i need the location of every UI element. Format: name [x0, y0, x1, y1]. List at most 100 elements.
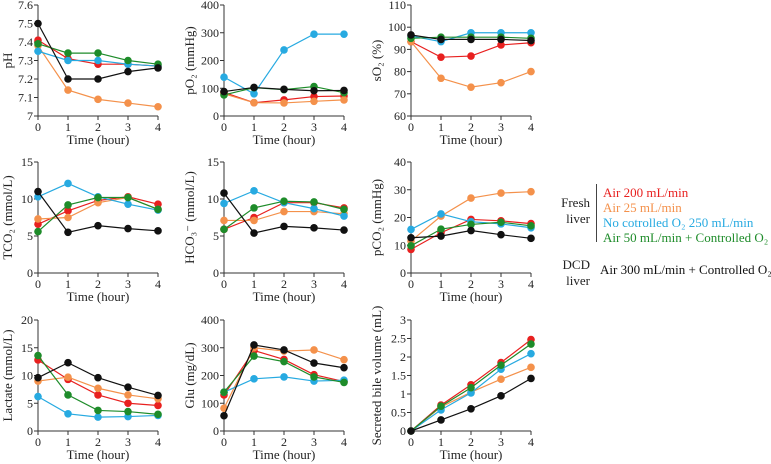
- x-tick-label: 0: [35, 120, 41, 134]
- y-tick-label: 0: [213, 424, 219, 438]
- data-point: [124, 56, 132, 65]
- data-point: [340, 355, 348, 364]
- data-point: [340, 212, 348, 220]
- y-tick-label: 10: [207, 192, 219, 206]
- x-tick-label: 4: [528, 277, 534, 291]
- series-line: [410, 366, 532, 432]
- data-point: [250, 229, 258, 237]
- y-axis-label: Lactate (mmol/L): [0, 329, 15, 421]
- data-point: [154, 205, 162, 214]
- panel-pco2: 0 10 20 30 40 0 1 2 3 4 Time (hour) pCO₂ (mmHg): [369, 155, 535, 304]
- x-tick-label: 4: [155, 277, 161, 291]
- y-tick-label: 0: [400, 266, 406, 280]
- legend-group-dcd-liver: DCD liver: [562, 257, 590, 288]
- data-point: [340, 363, 348, 372]
- legend-group-fresh-liver: Fresh liver: [561, 195, 590, 226]
- data-point: [34, 373, 42, 382]
- data-point: [94, 373, 102, 382]
- x-tick-label: 3: [498, 277, 504, 291]
- y-tick-label: 1.5: [391, 369, 406, 383]
- data-point: [467, 405, 475, 413]
- data-point: [94, 56, 102, 65]
- data-point: [467, 194, 475, 202]
- data-point: [64, 358, 72, 367]
- data-point: [94, 75, 102, 83]
- y-tick-label: 40: [394, 155, 406, 169]
- data-point: [437, 225, 445, 233]
- data-point: [124, 200, 132, 208]
- data-point: [124, 391, 132, 399]
- data-point: [527, 222, 535, 230]
- y-tick-label: 10: [21, 192, 33, 206]
- data-point: [310, 224, 318, 232]
- data-point: [64, 75, 72, 83]
- data-point: [407, 427, 415, 435]
- data-point: [220, 73, 228, 81]
- data-point: [310, 346, 318, 354]
- panel-bile: 0 0.5 1 1.5 2 2.5 3 0 1 2 3 4 Time (hour) Secreted bi…: [369, 306, 535, 462]
- x-tick-label: 0: [221, 120, 227, 134]
- x-tick-label: 0: [408, 120, 414, 134]
- y-tick-label: 0: [213, 266, 219, 280]
- y-tick-label: 7.2: [18, 72, 33, 86]
- y-tick-label: 5: [213, 229, 219, 243]
- x-tick-label: 0: [35, 435, 41, 449]
- y-tick-label: 15: [21, 341, 33, 355]
- panel-lactate: 0 5 10 15 20 0 1 2 3 4 Time (hour) Lactate (mmol/L): [0, 313, 162, 462]
- data-point: [64, 179, 72, 188]
- data-point: [467, 383, 475, 392]
- x-tick-label: 1: [251, 435, 257, 449]
- data-point: [280, 207, 288, 216]
- data-point: [280, 85, 288, 94]
- x-tick-label: 1: [438, 435, 444, 449]
- x-tick-label: 1: [438, 277, 444, 291]
- data-point: [280, 346, 288, 354]
- data-point: [407, 242, 415, 250]
- y-tick-label: 0: [400, 424, 406, 438]
- data-point: [154, 64, 162, 72]
- data-point: [64, 49, 72, 57]
- x-axis-label: Time (hour): [253, 447, 316, 462]
- data-point: [34, 351, 42, 360]
- x-tick-label: 4: [341, 120, 347, 134]
- y-tick-label: 7: [27, 109, 33, 123]
- y-tick-label: 3: [400, 313, 406, 327]
- data-point: [34, 40, 42, 48]
- data-point: [340, 30, 348, 38]
- data-point: [94, 391, 102, 399]
- y-tick-label: 60: [394, 109, 406, 123]
- x-tick-label: 3: [311, 435, 317, 449]
- y-tick-label: 70: [394, 87, 406, 101]
- data-point: [310, 30, 318, 38]
- data-point: [340, 86, 348, 95]
- data-point: [64, 228, 72, 237]
- y-tick-label: 0: [213, 109, 219, 123]
- data-point: [250, 98, 258, 107]
- x-tick-label: 4: [341, 277, 347, 291]
- data-point: [527, 28, 535, 37]
- x-tick-label: 1: [65, 435, 71, 449]
- data-point: [220, 199, 228, 208]
- y-tick-label: 0: [27, 266, 33, 280]
- data-point: [154, 102, 162, 111]
- data-point: [154, 410, 162, 419]
- data-point: [527, 187, 535, 196]
- data-point: [280, 357, 288, 366]
- panel-tco2: 0 5 10 15 0 1 2 3 4 Time (hour) TCO₂ (mmol/L): [0, 155, 162, 304]
- data-point: [497, 361, 505, 369]
- y-tick-label: 5: [27, 229, 33, 243]
- data-point: [310, 97, 318, 106]
- x-tick-label: 4: [155, 435, 161, 449]
- data-point: [497, 189, 505, 197]
- data-point: [497, 78, 505, 87]
- data-point: [124, 99, 132, 107]
- x-tick-label: 2: [95, 120, 101, 134]
- x-tick-label: 3: [125, 120, 131, 134]
- data-point: [407, 225, 415, 234]
- data-point: [280, 99, 288, 107]
- data-point: [437, 53, 445, 61]
- data-point: [124, 399, 132, 408]
- y-tick-label: 100: [201, 396, 219, 410]
- x-tick-label: 1: [438, 120, 444, 134]
